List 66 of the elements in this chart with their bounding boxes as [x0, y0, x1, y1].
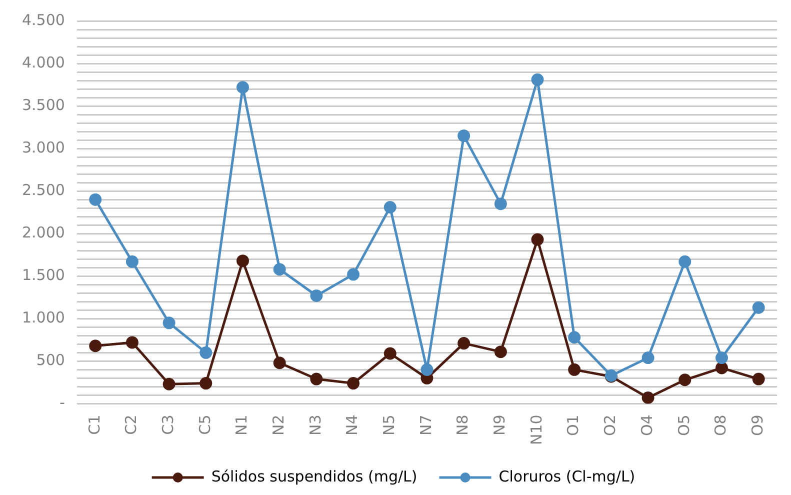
point [126, 255, 138, 268]
x-tick-label: C1 [85, 414, 104, 435]
x-tick-label: C3 [158, 414, 177, 435]
x-tick-label: O9 [748, 414, 766, 436]
y-tick-label: 4.000 [22, 53, 65, 72]
x-tick-label: O4 [638, 414, 656, 436]
point [752, 301, 765, 314]
point [531, 233, 544, 246]
x-tick-label: N10 [527, 414, 546, 446]
point [384, 347, 396, 360]
y-tick-label: 1.500 [22, 266, 65, 284]
x-tick-label: O2 [601, 414, 620, 436]
x-tick-label: N4 [343, 414, 362, 436]
y-tick-label: 2.000 [22, 223, 65, 242]
y-tick-label: 1.000 [22, 308, 65, 327]
point [458, 337, 470, 350]
x-tick-label: N9 [490, 414, 509, 436]
point [200, 346, 212, 359]
point [642, 391, 654, 404]
point [458, 130, 470, 142]
point [347, 268, 360, 281]
point [162, 316, 176, 330]
point [494, 346, 507, 358]
x-tick-label: N7 [416, 414, 435, 436]
x-tick-label: C2 [122, 414, 140, 435]
point [420, 363, 434, 376]
point [715, 362, 728, 374]
point [678, 255, 692, 268]
point [384, 200, 396, 214]
x-tick-label: N2 [269, 414, 288, 436]
point [715, 352, 728, 364]
x-tick-label: O1 [564, 414, 582, 436]
point [162, 378, 176, 390]
x-tick-label: O5 [674, 414, 693, 436]
x-tick-label: O8 [712, 414, 730, 436]
point [494, 198, 507, 210]
point [752, 372, 765, 386]
legend-label: Sólidos suspendidos (mg/L) [211, 467, 418, 486]
x-tick-label: C5 [196, 414, 214, 435]
y-tick-label: 2.500 [22, 180, 65, 199]
point [642, 352, 654, 364]
point [678, 374, 692, 386]
y-tick-label: 3.000 [22, 138, 65, 156]
y-tick-label: 4.500 [22, 10, 65, 29]
point [89, 193, 102, 206]
point [236, 254, 249, 268]
point [273, 356, 286, 370]
point [568, 363, 581, 376]
point [568, 331, 581, 344]
y-tick-label: - [60, 394, 65, 412]
point [273, 263, 286, 276]
point [89, 340, 102, 352]
point [310, 372, 323, 386]
y-tick-label: 500 [36, 351, 65, 370]
legend-label: Cloruros (Cl-mg/L) [498, 467, 636, 486]
point [236, 81, 249, 94]
x-tick-label: N3 [306, 414, 324, 436]
point [200, 377, 212, 390]
point [531, 73, 544, 86]
point [347, 377, 360, 390]
x-tick-label: N8 [454, 414, 472, 436]
x-tick-label: N1 [232, 414, 251, 436]
x-tick-label: N5 [380, 414, 398, 436]
point [310, 289, 323, 302]
y-tick-label: 3.500 [22, 96, 65, 114]
point [126, 336, 138, 349]
